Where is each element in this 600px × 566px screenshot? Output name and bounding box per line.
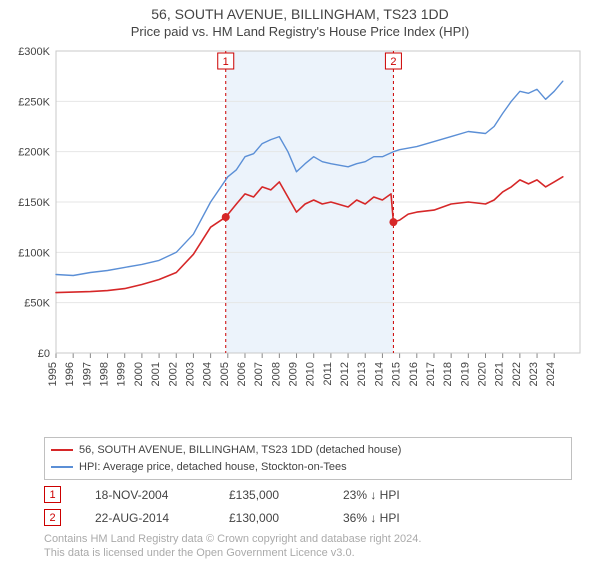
svg-text:2004: 2004 (202, 362, 214, 386)
legend: 56, SOUTH AVENUE, BILLINGHAM, TS23 1DD (… (44, 437, 572, 480)
svg-text:£100K: £100K (18, 247, 50, 259)
svg-text:2: 2 (390, 56, 396, 68)
svg-text:2017: 2017 (425, 362, 437, 386)
svg-text:£250K: £250K (18, 96, 50, 108)
svg-text:2024: 2024 (545, 362, 557, 386)
svg-text:2005: 2005 (219, 362, 231, 386)
annotation-marker: 2 (44, 509, 61, 526)
svg-text:2007: 2007 (253, 362, 265, 386)
annotation-delta: 23% ↓ HPI (343, 488, 400, 502)
svg-text:1997: 1997 (81, 362, 93, 386)
svg-text:2002: 2002 (167, 362, 179, 386)
legend-swatch (51, 466, 73, 468)
svg-text:2018: 2018 (442, 362, 454, 386)
legend-item: HPI: Average price, detached house, Stoc… (51, 459, 565, 476)
page-subtitle: Price paid vs. HM Land Registry's House … (0, 24, 600, 39)
svg-text:2015: 2015 (391, 362, 403, 386)
svg-text:1998: 1998 (99, 362, 111, 386)
svg-text:2021: 2021 (494, 362, 506, 386)
svg-text:2019: 2019 (459, 362, 471, 386)
svg-text:2003: 2003 (184, 362, 196, 386)
svg-text:2006: 2006 (236, 362, 248, 386)
legend-item: 56, SOUTH AVENUE, BILLINGHAM, TS23 1DD (… (51, 442, 565, 459)
svg-text:1995: 1995 (47, 362, 59, 386)
annotation-marker: 1 (44, 486, 61, 503)
svg-text:£300K: £300K (18, 46, 50, 58)
svg-text:2008: 2008 (270, 362, 282, 386)
svg-text:1996: 1996 (64, 362, 76, 386)
svg-text:£150K: £150K (18, 197, 50, 209)
svg-text:2020: 2020 (477, 362, 489, 386)
annotation-price: £135,000 (229, 488, 309, 502)
svg-text:2014: 2014 (373, 362, 385, 386)
svg-text:2001: 2001 (150, 362, 162, 386)
svg-text:£0: £0 (38, 348, 50, 360)
page-title: 56, SOUTH AVENUE, BILLINGHAM, TS23 1DD (0, 6, 600, 22)
svg-text:2000: 2000 (133, 362, 145, 386)
svg-text:1999: 1999 (116, 362, 128, 386)
svg-text:2016: 2016 (408, 362, 420, 386)
annotation-price: £130,000 (229, 511, 309, 525)
annotation-table: 1 18-NOV-2004 £135,000 23% ↓ HPI 2 22-AU… (44, 486, 572, 526)
svg-text:£200K: £200K (18, 147, 50, 159)
svg-text:2012: 2012 (339, 362, 351, 386)
annotation-row: 1 18-NOV-2004 £135,000 23% ↓ HPI (44, 486, 572, 503)
footnote: Contains HM Land Registry data © Crown c… (44, 532, 572, 561)
annotation-date: 18-NOV-2004 (95, 488, 195, 502)
line-chart: £0 £50K £100K £150K £200K £250K £300K 1995 1996 1… (0, 43, 600, 433)
svg-text:2013: 2013 (356, 362, 368, 386)
svg-text:1: 1 (223, 56, 229, 68)
svg-text:2009: 2009 (288, 362, 300, 386)
svg-text:2022: 2022 (511, 362, 523, 386)
annotation-date: 22-AUG-2014 (95, 511, 195, 525)
svg-text:2010: 2010 (305, 362, 317, 386)
svg-text:£50K: £50K (24, 298, 50, 310)
svg-text:2011: 2011 (322, 362, 334, 386)
annotation-row: 2 22-AUG-2014 £130,000 36% ↓ HPI (44, 509, 572, 526)
annotation-delta: 36% ↓ HPI (343, 511, 400, 525)
legend-swatch (51, 449, 73, 451)
footnote-line: Contains HM Land Registry data © Crown c… (44, 532, 572, 546)
footnote-line: This data is licensed under the Open Gov… (44, 546, 572, 560)
legend-label: 56, SOUTH AVENUE, BILLINGHAM, TS23 1DD (… (79, 442, 401, 459)
svg-text:2023: 2023 (528, 362, 540, 386)
legend-label: HPI: Average price, detached house, Stoc… (79, 459, 347, 476)
chart-container: 56, SOUTH AVENUE, BILLINGHAM, TS23 1DD P… (0, 6, 600, 566)
chart-area: £0 £50K £100K £150K £200K £250K £300K 1995 1996 1… (0, 43, 600, 433)
